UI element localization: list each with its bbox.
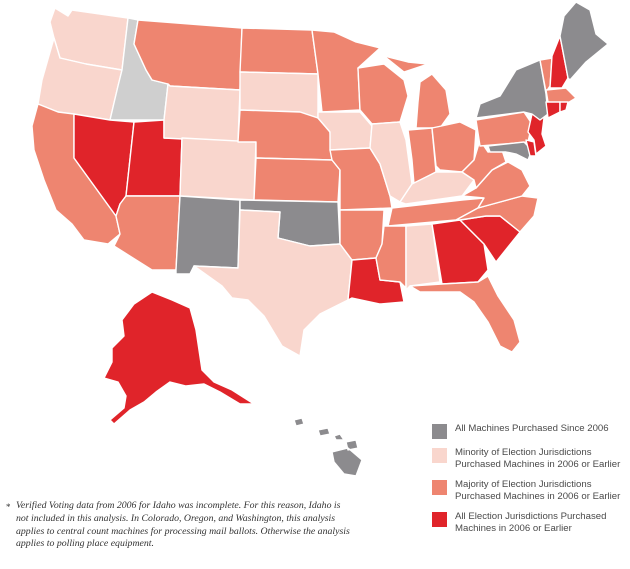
legend-swatch [432, 448, 447, 463]
state-NY [475, 59, 549, 121]
state-HI [293, 417, 363, 477]
state-NJ [527, 113, 547, 155]
state-WI [357, 63, 409, 125]
legend-item-minority: Minority of Election Jurisdictions Purch… [432, 447, 628, 471]
state-NH [549, 35, 569, 89]
state-RI [559, 101, 569, 113]
state-AL [405, 223, 441, 291]
state-AR [339, 209, 385, 261]
state-AZ [113, 195, 181, 271]
legend-swatch [432, 424, 447, 439]
footnote: * Verified Voting data from 2006 for Ida… [6, 500, 351, 551]
state-NM [175, 195, 241, 275]
footnote-text: Verified Voting data from 2006 for Idaho… [16, 500, 350, 550]
state-TX [193, 209, 353, 357]
legend-label: Minority of Election Jurisdictions Purch… [455, 447, 621, 470]
legend-item-all-since-2006: All Machines Purchased Since 2006 [432, 423, 628, 439]
state-MA [545, 87, 577, 105]
legend-swatch [432, 512, 447, 527]
legend: All Machines Purchased Since 2006 Minori… [432, 423, 628, 543]
legend-label: All Election Jurisdictions Purchased Mac… [455, 511, 607, 534]
legend-item-majority: Majority of Election Jurisdictions Purch… [432, 479, 628, 503]
legend-label: All Machines Purchased Since 2006 [455, 423, 609, 434]
state-MI [383, 55, 451, 129]
state-ME [559, 1, 609, 81]
state-FL [409, 275, 521, 353]
state-WY [163, 83, 241, 143]
state-DE [525, 139, 537, 157]
state-KS [253, 157, 341, 203]
legend-swatch [432, 480, 447, 495]
legend-label: Majority of Election Jurisdictions Purch… [455, 479, 621, 502]
state-CT [545, 101, 561, 119]
state-ND [239, 27, 319, 75]
state-CO [179, 137, 257, 201]
state-AK [103, 291, 255, 425]
legend-item-all-2006-or-earlier: All Election Jurisdictions Purchased Mac… [432, 511, 628, 535]
state-MD [487, 141, 533, 161]
footnote-marker: * [6, 502, 11, 512]
